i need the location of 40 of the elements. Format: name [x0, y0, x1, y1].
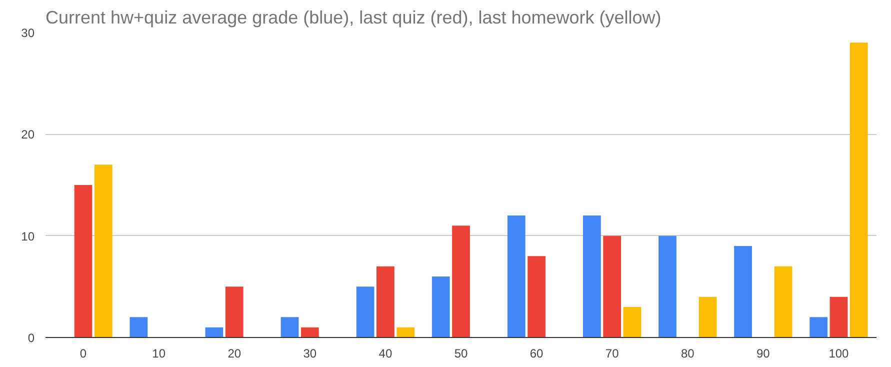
y-tick-label: 10 — [21, 229, 35, 244]
y-tick-label: 20 — [21, 128, 35, 142]
y-tick-label: 0 — [28, 331, 35, 345]
bar — [810, 317, 828, 338]
bar — [603, 236, 622, 338]
x-tick-label: 70 — [605, 346, 620, 360]
bar — [774, 266, 792, 338]
bar — [130, 317, 148, 338]
x-tick-label: 60 — [530, 346, 544, 360]
x-tick-label: 10 — [152, 346, 166, 360]
bar — [583, 216, 601, 338]
x-tick-label: 100 — [828, 346, 850, 360]
bar — [94, 164, 112, 338]
bar — [376, 266, 394, 338]
bar — [205, 327, 224, 338]
bar — [432, 276, 450, 338]
bar — [698, 296, 717, 338]
bar — [356, 286, 374, 338]
bar — [528, 256, 546, 338]
x-tick-label: 90 — [756, 346, 770, 360]
bar — [452, 226, 470, 338]
bar — [658, 236, 676, 338]
x-tick-label: 80 — [680, 346, 695, 360]
x-tick-label: 0 — [80, 346, 87, 360]
bar — [734, 246, 752, 338]
x-tick-label: 50 — [454, 346, 468, 360]
x-tick-label: 30 — [303, 346, 317, 360]
bar — [74, 185, 92, 338]
chart-title: Current hw+quiz average grade (blue), last quiz (red), last homework (yellow) — [46, 8, 662, 28]
bar — [225, 286, 244, 338]
bar — [623, 307, 642, 338]
y-tick-label: 30 — [21, 26, 35, 40]
bar — [396, 327, 415, 338]
bar — [280, 317, 299, 338]
bar — [830, 296, 848, 338]
x-tick-label: 40 — [378, 346, 392, 360]
bar — [300, 327, 319, 338]
bar — [850, 42, 868, 338]
bar — [507, 216, 526, 338]
x-tick-label: 20 — [228, 346, 242, 360]
